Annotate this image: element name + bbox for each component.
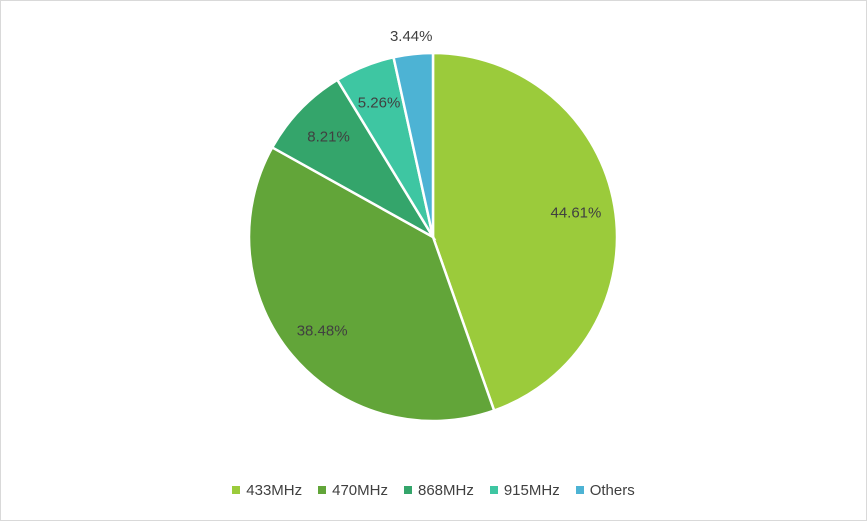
data-label-433mhz: 44.61% bbox=[550, 205, 601, 222]
legend-swatch bbox=[489, 486, 498, 494]
data-label-915mhz: 5.26% bbox=[358, 94, 401, 111]
pie-data-labels: 44.61% 38.48% 8.21% 5.26% 3.44% bbox=[297, 28, 602, 339]
legend-label: 433MHz bbox=[246, 481, 303, 499]
legend-swatch bbox=[403, 486, 412, 494]
pie-slice-433mhz bbox=[431, 51, 619, 413]
legend-swatch bbox=[575, 486, 584, 494]
pie-slice-470mhz bbox=[247, 145, 496, 423]
legend-swatch bbox=[318, 486, 327, 494]
legend-label: 915MHz bbox=[503, 481, 560, 499]
legend-item-470mhz: 470MHz bbox=[318, 482, 388, 499]
pie-slice-others bbox=[392, 51, 435, 238]
chart-legend: 433MHz 470MHz 868MHz 915MHz Others bbox=[0, 478, 867, 502]
legend-swatch bbox=[232, 486, 241, 494]
legend-item-868mhz: 868MHz bbox=[403, 481, 474, 499]
data-label-470mhz: 38.48% bbox=[297, 322, 348, 339]
data-label-868mhz: 8.21% bbox=[307, 128, 350, 145]
pie-slice-868mhz bbox=[270, 78, 437, 241]
data-label-others: 3.44% bbox=[390, 28, 433, 45]
legend-label: 868MHz bbox=[417, 481, 474, 499]
legend-item-others: Others bbox=[575, 481, 635, 499]
legend-label: 470MHz bbox=[332, 481, 388, 499]
legend-item-915mhz: 915MHz bbox=[489, 481, 560, 499]
legend-label: Others bbox=[589, 481, 635, 499]
legend-item-433mhz: 433MHz bbox=[232, 482, 302, 499]
pie-slices bbox=[247, 51, 619, 423]
